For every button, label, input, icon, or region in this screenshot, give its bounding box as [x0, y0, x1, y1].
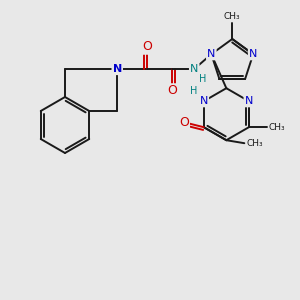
Text: N: N [249, 49, 257, 59]
Text: N: N [200, 96, 208, 106]
Text: H: H [190, 86, 198, 96]
Text: N: N [112, 64, 122, 74]
Text: N: N [190, 64, 198, 74]
Text: CH₃: CH₃ [246, 139, 263, 148]
Text: O: O [167, 85, 177, 98]
Text: H: H [199, 74, 207, 84]
Text: N: N [207, 49, 215, 59]
Text: N: N [245, 96, 253, 106]
Text: O: O [179, 116, 189, 129]
Text: CH₃: CH₃ [269, 123, 286, 132]
Text: O: O [142, 40, 152, 53]
Text: CH₃: CH₃ [224, 12, 241, 21]
